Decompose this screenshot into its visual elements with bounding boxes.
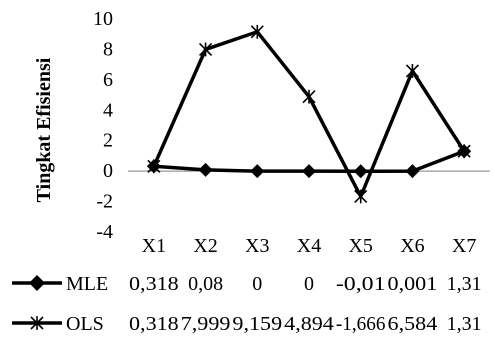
legend-label-ols: OLS [66, 313, 104, 335]
table-cell-ols: 6,584 [388, 313, 438, 335]
table-cell-ols: 4,894 [284, 313, 334, 335]
x-tick-label: X2 [193, 235, 217, 257]
y-tick-label: 2 [103, 130, 113, 152]
point-ols [457, 144, 471, 159]
y-axis-ticks: -4 -2 0 2 4 6 8 10 [93, 8, 113, 243]
point-ols [405, 64, 419, 78]
table-cell-ols: 1,31 [447, 313, 482, 335]
data-table: MLE 0,318 0,08 0 0 -0,01 0,001 1,31 OLS 0,318 7,99… [12, 273, 482, 335]
y-tick-label: 8 [103, 38, 113, 60]
table-cell-mle: -0,01 [336, 273, 386, 295]
x-tick-label: X7 [452, 235, 476, 257]
y-tick-label: -2 [96, 191, 113, 213]
point-mle [198, 162, 213, 177]
table-cell-ols: -1,666 [336, 313, 386, 335]
table-cell-ols: 0,318 [129, 313, 179, 335]
x-axis-labels: X1 X2 X3 X4 X5 X6 X7 [142, 235, 477, 257]
table-cell-mle: 0,08 [188, 273, 223, 295]
legend-marker-ols [30, 316, 44, 330]
y-tick-label: 4 [103, 99, 113, 121]
x-tick-label: X4 [297, 235, 321, 257]
point-mle [405, 164, 420, 179]
x-tick-label: X6 [400, 235, 424, 257]
x-tick-label: X3 [245, 235, 269, 257]
point-mle [250, 164, 265, 179]
point-ols [354, 189, 368, 204]
y-tick-label: 10 [93, 8, 113, 30]
point-mle [302, 164, 316, 179]
table-cell-mle: 0,001 [388, 273, 438, 295]
table-cell-mle: 0,318 [129, 273, 179, 295]
point-ols [302, 89, 316, 104]
point-ols [199, 42, 213, 57]
table-cell-mle: 0 [252, 273, 262, 295]
point-ols [250, 24, 264, 39]
table-cell-ols: 7,999 [181, 313, 231, 335]
table-cell-ols: 9,159 [232, 313, 282, 335]
series-lines [146, 24, 472, 204]
legend-label-mle: MLE [66, 273, 108, 295]
y-tick-label: 0 [103, 160, 113, 182]
x-tick-label: X1 [142, 235, 166, 257]
point-mle [353, 164, 368, 179]
y-axis-title: Tingkat Efisiensi [33, 57, 55, 202]
x-tick-label: X5 [348, 235, 372, 257]
point-ols [147, 159, 161, 174]
table-cell-mle: 1,31 [447, 273, 482, 295]
y-tick-label: -4 [96, 221, 113, 243]
table-cell-mle: 0 [304, 273, 314, 295]
legend-marker-mle [29, 275, 45, 291]
y-tick-label: 6 [103, 69, 113, 91]
